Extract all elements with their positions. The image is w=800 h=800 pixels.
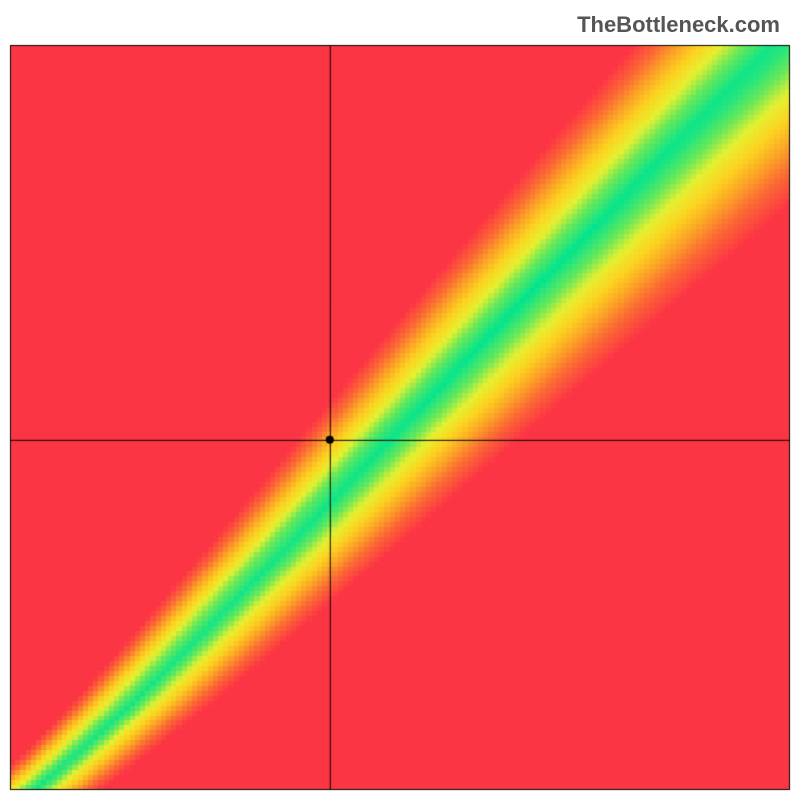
bottleneck-heatmap [0, 0, 800, 800]
watermark-text: TheBottleneck.com [577, 12, 780, 38]
